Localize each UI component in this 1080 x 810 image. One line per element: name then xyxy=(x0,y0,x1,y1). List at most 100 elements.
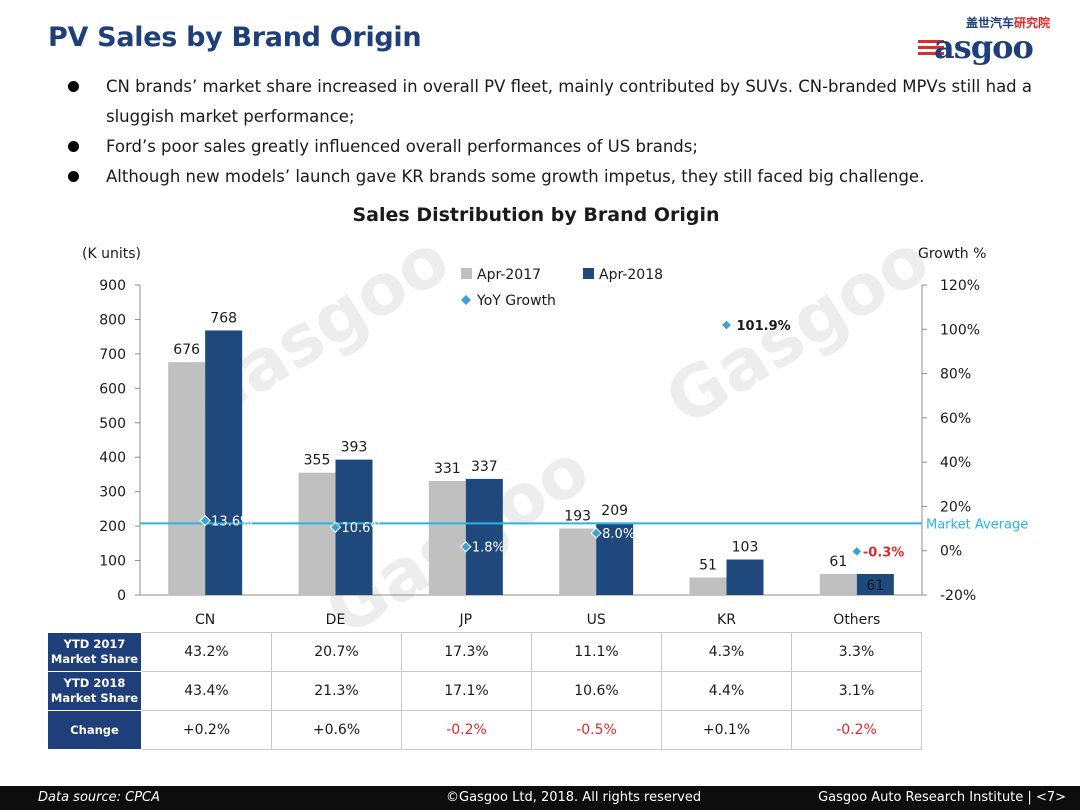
y-left-tick-label: 300 xyxy=(99,485,126,501)
table-cell: 11.1% xyxy=(531,632,662,672)
table-cell: 4.4% xyxy=(661,671,792,711)
page-number: <7> xyxy=(1035,790,1066,805)
growth-marker xyxy=(590,527,602,539)
bar-label-apr-2017: 331 xyxy=(434,461,461,477)
y-left-tick-label: 600 xyxy=(99,381,126,397)
logo-stripes-icon xyxy=(918,40,944,56)
table-cell: +0.6% xyxy=(271,710,402,750)
bullet-list: CN brands’ market share increased in ove… xyxy=(66,72,1046,192)
bullet-item: Ford’s poor sales greatly influenced ove… xyxy=(66,132,1046,162)
market-average-label: Market Average xyxy=(926,517,1028,532)
x-tick-label: US xyxy=(587,612,606,628)
bar-apr-2018 xyxy=(856,573,894,595)
table-row: YTD 2018 Market Share 43.4% 21.3% 17.1% 1… xyxy=(47,671,922,711)
y-left-tick-label: 400 xyxy=(99,450,126,466)
growth-label: 10.6% xyxy=(342,521,383,536)
logo-chinese-1: 盖世汽车 xyxy=(966,16,1015,30)
legend-swatch-apr-2018 xyxy=(583,268,594,279)
table-cell: +0.1% xyxy=(661,710,792,750)
bar-label-apr-2018: 209 xyxy=(601,503,628,519)
bar-label-apr-2017: 61 xyxy=(829,554,847,570)
table-cell: 4.3% xyxy=(661,632,792,672)
y-left-tick-label: 500 xyxy=(99,416,126,432)
logo-latin: asgoo xyxy=(934,28,1034,66)
bar-apr-2018 xyxy=(205,330,243,595)
footer-copyright: ©Gasgoo Ltd, 2018. All rights reserved xyxy=(446,790,702,805)
table-cell: +0.2% xyxy=(141,710,272,750)
row-header-change: Change xyxy=(47,710,142,750)
chart-title: Sales Distribution by Brand Origin xyxy=(353,204,720,226)
table-cell: 21.3% xyxy=(271,671,402,711)
bullet-text: Although new models’ launch gave KR bran… xyxy=(106,167,925,186)
table-cell: 17.3% xyxy=(401,632,532,672)
y-left-tick-label: 800 xyxy=(99,312,126,328)
bar-apr-2017 xyxy=(689,577,727,595)
bar-apr-2018 xyxy=(465,478,503,595)
table-row: YTD 2017 Market Share 43.2% 20.7% 17.3% 1… xyxy=(47,632,922,672)
growth-label: 8.0% xyxy=(602,527,635,542)
y-right-tick-label: 20% xyxy=(940,499,971,515)
table-cell: 43.4% xyxy=(141,671,272,711)
bar-apr-2017 xyxy=(168,362,206,595)
footer-bar: Data source: CPCA ©Gasgoo Ltd, 2018. All… xyxy=(0,786,1080,810)
x-tick-label: DE xyxy=(326,612,346,628)
bar-label-apr-2017: 355 xyxy=(304,453,331,469)
table-cell: 3.3% xyxy=(791,632,922,672)
bar-label-apr-2018: 61 xyxy=(866,578,884,594)
growth-label: -0.3% xyxy=(863,545,904,560)
sales-chart: GasgooGasgooGasgooSales Distribution by … xyxy=(82,204,1028,640)
y-right-tick-label: 0% xyxy=(940,544,962,560)
bar-label-apr-2018: 393 xyxy=(341,440,368,456)
bar-label-apr-2017: 193 xyxy=(564,509,591,525)
table-row: Change +0.2% +0.6% -0.2% -0.5% +0.1% -0.… xyxy=(47,710,922,750)
bullet-text: Ford’s poor sales greatly influenced ove… xyxy=(106,137,698,156)
bar-apr-2017 xyxy=(559,528,597,595)
table-cell: 43.2% xyxy=(141,632,272,672)
bullet-dot-icon xyxy=(68,141,79,152)
table-cell: 17.1% xyxy=(401,671,532,711)
x-tick-label: Others xyxy=(833,612,880,628)
y-right-tick-label: 120% xyxy=(940,278,980,294)
y-axis-left-title: (K units) xyxy=(82,246,141,262)
table-cell: -0.5% xyxy=(531,710,662,750)
bullet-item: Although new models’ launch gave KR bran… xyxy=(66,162,1046,192)
bar-label-apr-2017: 676 xyxy=(173,342,200,358)
footer-institute: Gasgoo Auto Research Institute | <7> xyxy=(818,790,1066,805)
growth-marker xyxy=(329,521,342,533)
bullet-dot-icon xyxy=(68,81,79,92)
bar-label-apr-2018: 768 xyxy=(210,310,237,326)
footer-source: Data source: CPCA xyxy=(38,790,161,805)
bar-apr-2018 xyxy=(335,459,373,595)
x-tick-label: JP xyxy=(459,612,473,628)
growth-marker xyxy=(460,541,472,553)
y-axis-right-title: Growth % xyxy=(918,246,986,262)
growth-label: 101.9% xyxy=(737,319,791,334)
y-right-tick-label: 60% xyxy=(940,411,971,427)
bar-apr-2017 xyxy=(298,472,336,595)
bullet-text: CN brands’ market share increased in ove… xyxy=(106,77,1033,126)
y-right-tick-label: -20% xyxy=(940,588,976,604)
table-cell: 20.7% xyxy=(271,632,402,672)
y-right-tick-label: 100% xyxy=(940,322,980,338)
growth-marker xyxy=(720,319,733,331)
table-cell: 3.1% xyxy=(791,671,922,711)
table-cell: -0.2% xyxy=(401,710,532,750)
bar-label-apr-2017: 51 xyxy=(699,557,717,573)
y-right-tick-label: 80% xyxy=(940,367,971,383)
table-cell: 10.6% xyxy=(531,671,662,711)
x-tick-label: CN xyxy=(195,612,215,628)
logo-chinese-2: 研究院 xyxy=(1014,16,1051,30)
y-right-tick-label: 40% xyxy=(940,455,971,471)
bar-apr-2018 xyxy=(596,523,634,595)
bar-apr-2017 xyxy=(819,573,857,595)
legend-label-yoy-growth: YoY Growth xyxy=(476,293,556,309)
y-left-tick-label: 100 xyxy=(99,554,126,570)
bar-apr-2017 xyxy=(428,480,466,595)
legend-label-apr-2017: Apr-2017 xyxy=(477,267,541,283)
growth-marker xyxy=(851,545,863,558)
legend-swatch-apr-2017 xyxy=(461,268,472,279)
bar-apr-2018 xyxy=(726,559,764,595)
gasgoo-logo: 盖世汽车研究院 asgoo xyxy=(918,14,1070,66)
legend-label-apr-2018: Apr-2018 xyxy=(599,267,663,283)
growth-label: 1.8% xyxy=(472,541,505,556)
